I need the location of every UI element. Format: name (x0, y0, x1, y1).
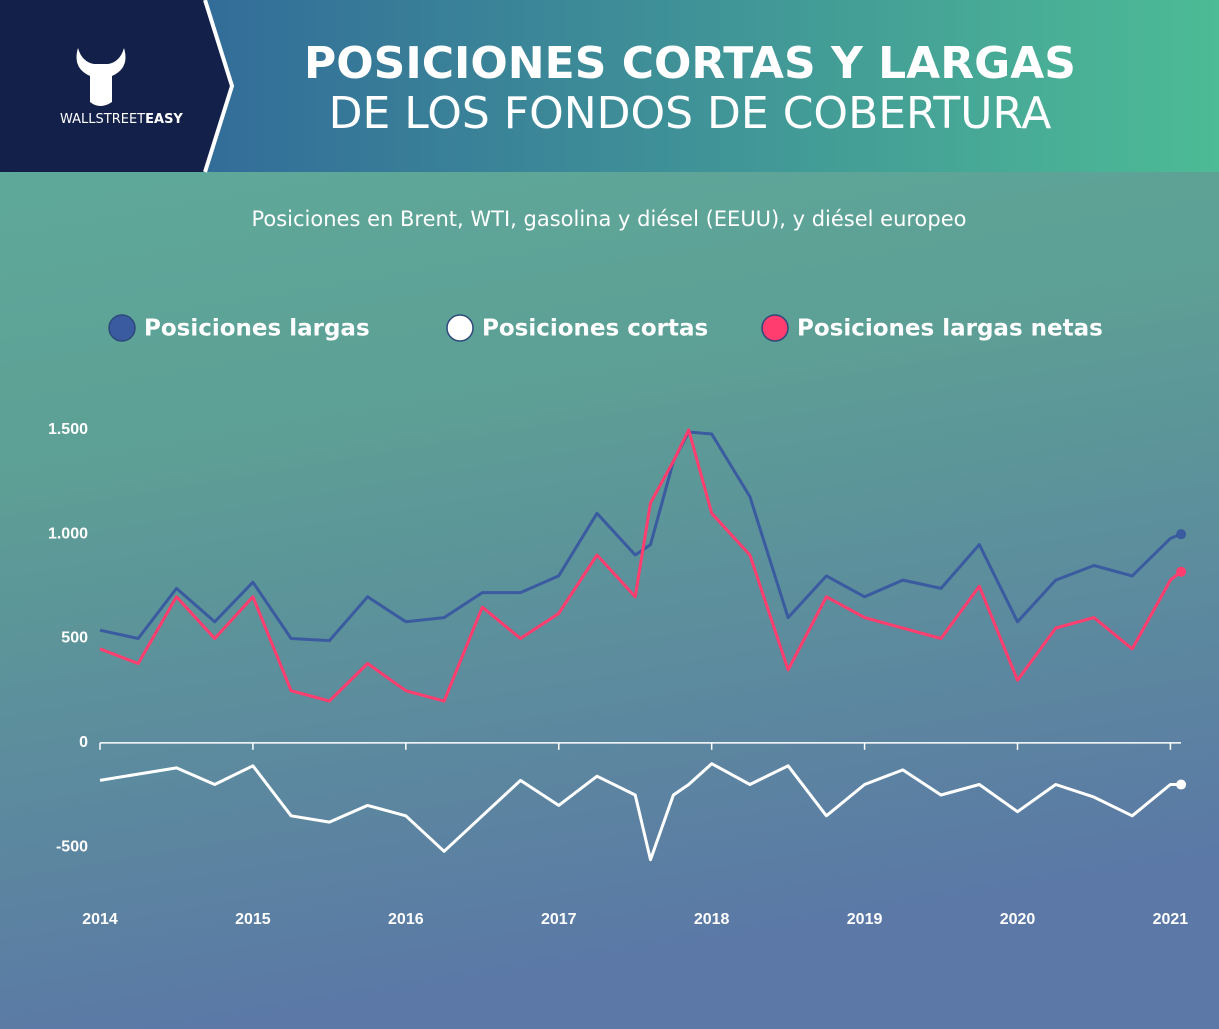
legend-label: Posiciones cortas (482, 316, 708, 342)
logo-icon (76, 48, 126, 106)
y-tick-label: 1.500 (48, 421, 88, 438)
legend-label: Posiciones largas netas (797, 316, 1103, 342)
title-light: DE LOS FONDOS DE COBERTURA (329, 88, 1052, 139)
end-marker (1176, 779, 1187, 790)
y-tick-label: -500 (56, 838, 88, 855)
end-marker (1176, 566, 1187, 577)
legend-swatch (108, 314, 136, 342)
plot: 1.500 1.000 500 0 -500 2014 2015 2016 2017 2018 20… (48, 314, 1189, 928)
legend-label: Posiciones largas (144, 316, 370, 342)
x-tick-label: 2021 (1153, 911, 1189, 928)
x-tick-label: 2014 (82, 911, 118, 928)
series-line (99, 430, 1182, 643)
logo-divider (203, 0, 235, 173)
title: POSICIONES CORTAS Y LARGAS (304, 38, 1076, 89)
legend-swatch (446, 314, 474, 342)
x-tick-label: 2016 (388, 911, 424, 928)
y-tick-label: 1.000 (48, 525, 88, 542)
brand-bold: EASY (145, 112, 183, 127)
y-tick-label: 0 (79, 734, 88, 751)
logo-panel (0, 0, 232, 172)
series-line (99, 762, 1182, 862)
logo-brand: WALLSTREETEASY (60, 112, 183, 127)
series-line (99, 428, 1183, 703)
brand-light: WALLSTREET (60, 112, 145, 127)
x-tick-label: 2020 (1000, 911, 1036, 928)
y-tick-label: 500 (61, 630, 88, 647)
x-tick-label: 2019 (847, 911, 883, 928)
x-tick-label: 2017 (541, 911, 577, 928)
subtitle: Posiciones en Brent, WTI, gasolina y dié… (251, 207, 966, 231)
end-marker (1176, 529, 1187, 540)
x-tick-label: 2015 (235, 911, 271, 928)
legend-swatch (761, 314, 789, 342)
x-tick-label: 2018 (694, 911, 730, 928)
